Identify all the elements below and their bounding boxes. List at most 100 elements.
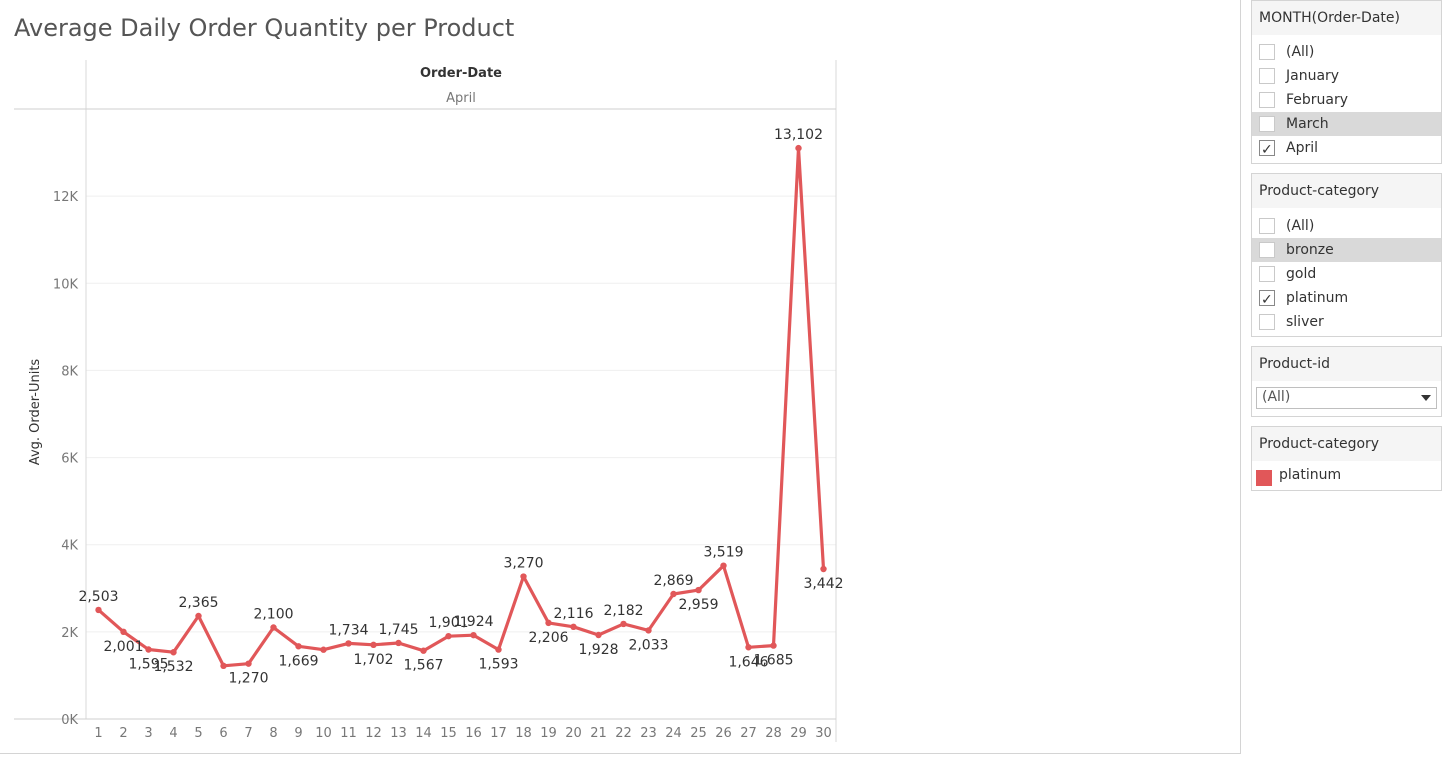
data-label: 3,519 (703, 545, 743, 561)
data-label: 1,745 (378, 622, 418, 638)
x-tick-label: 12 (365, 726, 382, 741)
data-label: 1,593 (478, 657, 518, 673)
data-label: 2,116 (553, 606, 593, 622)
data-label: 2,182 (603, 603, 643, 619)
checkbox[interactable] (1259, 116, 1275, 132)
chevron-down-icon[interactable] (1421, 395, 1431, 401)
month-option-label: March (1286, 116, 1329, 132)
x-tick-label: 25 (690, 726, 707, 741)
y-tick-label: 6K (61, 452, 78, 467)
x-tick-label: 4 (169, 726, 177, 741)
category-option-label: platinum (1286, 290, 1349, 306)
month-option[interactable]: ✓ April (1252, 136, 1441, 160)
category-option-label: bronze (1286, 242, 1334, 258)
checkbox[interactable]: ✓ (1259, 290, 1275, 308)
data-point[interactable] (545, 619, 552, 627)
data-point[interactable] (620, 620, 627, 628)
data-point[interactable] (720, 562, 727, 569)
y-tick-label: 4K (61, 539, 78, 554)
data-label: 2,033 (628, 637, 668, 653)
month-option[interactable]: February (1252, 88, 1441, 112)
data-point[interactable] (495, 646, 502, 653)
data-point[interactable] (145, 646, 152, 653)
data-label: 1,646 (728, 654, 768, 670)
data-label: 1,928 (578, 642, 618, 658)
x-tick-label: 18 (515, 726, 532, 741)
data-point[interactable] (370, 641, 377, 649)
data-point[interactable] (645, 627, 652, 634)
x-tick-label: 11 (340, 726, 357, 741)
checkbox[interactable] (1259, 218, 1275, 234)
checkbox[interactable]: ✓ (1259, 140, 1275, 158)
checkbox[interactable] (1259, 92, 1275, 108)
data-point[interactable] (745, 644, 752, 651)
data-label: 2,959 (678, 597, 718, 613)
x-tick-label: 13 (390, 726, 407, 741)
x-tick-label: 8 (269, 726, 277, 741)
product-id-filter: Product-id (All) (1251, 346, 1442, 417)
y-tick-label: 10K (53, 277, 79, 292)
x-tick-label: 16 (465, 726, 482, 741)
data-label: 3,270 (503, 556, 543, 572)
data-point[interactable] (170, 649, 177, 656)
data-point[interactable] (295, 643, 302, 650)
data-point[interactable] (570, 623, 577, 631)
data-point[interactable] (670, 590, 677, 598)
data-point[interactable] (795, 144, 802, 152)
x-tick-label: 21 (590, 726, 607, 741)
page-title: Average Daily Order Quantity per Product (14, 14, 515, 42)
x-tick-label: 27 (740, 726, 757, 741)
checkbox[interactable] (1259, 68, 1275, 84)
data-point[interactable] (120, 628, 127, 636)
data-point[interactable] (195, 612, 202, 620)
data-point[interactable] (395, 639, 402, 647)
dashboard-border (0, 0, 1241, 754)
x-tick-label: 7 (244, 726, 252, 741)
data-point[interactable] (320, 646, 327, 653)
data-point[interactable] (420, 647, 427, 654)
data-point[interactable] (345, 640, 352, 647)
x-tick-label: 26 (715, 726, 732, 741)
data-point[interactable] (595, 631, 602, 639)
product-id-dropdown[interactable]: (All) (1256, 387, 1437, 409)
data-point[interactable] (445, 632, 452, 640)
category-option[interactable]: ✓ platinum (1252, 286, 1441, 310)
y-tick-label: 12K (53, 190, 79, 205)
legend-item[interactable]: platinum (1252, 465, 1441, 489)
data-point[interactable] (220, 662, 227, 670)
series-line-platinum (97, 146, 826, 668)
category-option-label: (All) (1286, 218, 1315, 234)
month-option-label: April (1286, 140, 1318, 156)
category-filter: Product-category (All) bronze gold ✓ platinu… (1251, 173, 1442, 337)
checkbox[interactable] (1259, 242, 1275, 258)
data-point[interactable] (770, 642, 777, 649)
line-chart: Order-Date April Avg. Order-Units 0K 2K 4K… (14, 60, 844, 742)
color-legend: Product-category platinum (1251, 426, 1442, 491)
x-tick-label: 19 (540, 726, 557, 741)
category-option[interactable]: bronze (1252, 238, 1441, 262)
x-tick-label: 9 (294, 726, 302, 741)
data-point[interactable] (695, 586, 702, 594)
data-point[interactable] (820, 565, 827, 573)
month-option[interactable]: January (1252, 64, 1441, 88)
data-point[interactable] (520, 573, 527, 580)
checkbox[interactable] (1259, 266, 1275, 282)
checkbox[interactable] (1259, 44, 1275, 60)
category-option[interactable]: gold (1252, 262, 1441, 286)
x-tick-label: 3 (144, 726, 152, 741)
data-label: 1,734 (328, 622, 368, 638)
month-option[interactable]: (All) (1252, 40, 1441, 64)
data-point[interactable] (470, 631, 477, 639)
data-point[interactable] (270, 624, 277, 631)
x-tick-label: 30 (815, 726, 832, 741)
month-option[interactable]: March (1252, 112, 1441, 136)
legend-label: platinum (1279, 467, 1342, 483)
x-tick-label: 14 (415, 726, 432, 741)
data-point[interactable] (95, 606, 102, 614)
x-tick-label: 29 (790, 726, 807, 741)
checkbox[interactable] (1259, 314, 1275, 330)
data-point[interactable] (245, 660, 252, 667)
category-option[interactable]: (All) (1252, 214, 1441, 238)
category-option-label: gold (1286, 266, 1317, 282)
category-option[interactable]: sliver (1252, 310, 1441, 334)
